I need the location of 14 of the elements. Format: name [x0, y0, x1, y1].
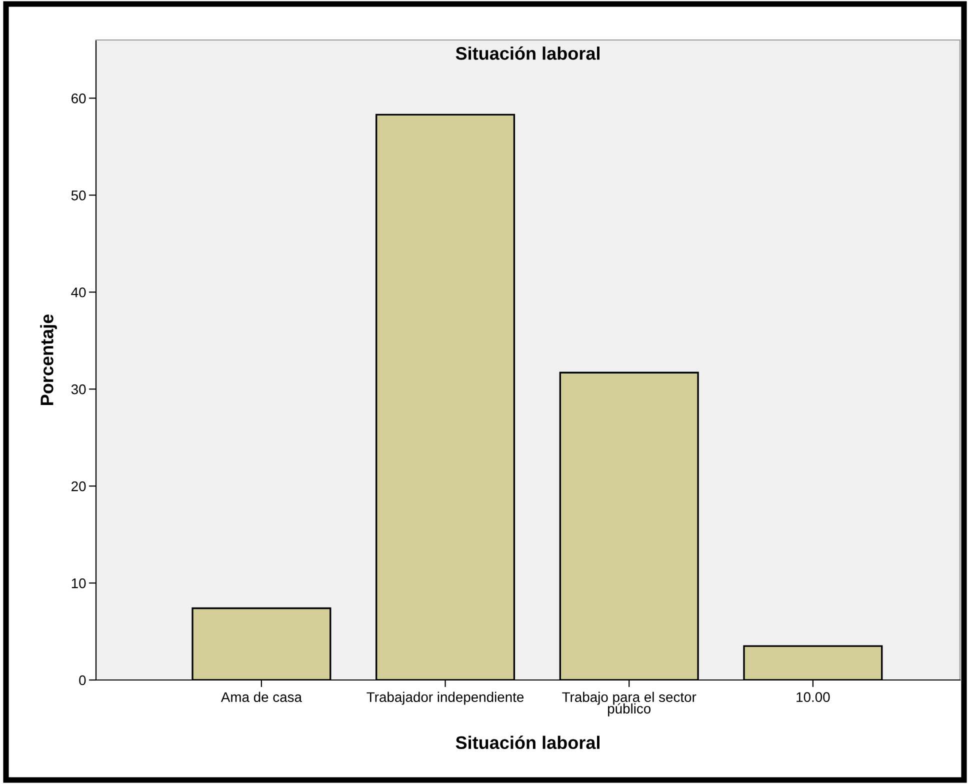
y-tick-label: 40	[71, 287, 86, 298]
x-axis-title: Situación laboral	[456, 736, 600, 750]
y-tick-label: 30	[71, 384, 86, 394]
y-tick-label: 0	[79, 675, 86, 686]
y-tick-label: 10	[72, 578, 86, 588]
y-axis-title: Porcentaje	[40, 314, 57, 405]
x-tick-label: 10.00	[796, 692, 830, 702]
x-tick-label: Ama de casa	[220, 692, 302, 702]
x-tick-label: Trabajo para el sector público	[562, 692, 696, 716]
y-tick-label: 20	[72, 481, 86, 492]
y-tick-label: 60	[72, 94, 86, 104]
x-tick-label: Trabajador independiente	[366, 692, 524, 705]
chart-title: Situación laboral	[456, 46, 600, 60]
y-tick-label: 50	[71, 190, 86, 200]
